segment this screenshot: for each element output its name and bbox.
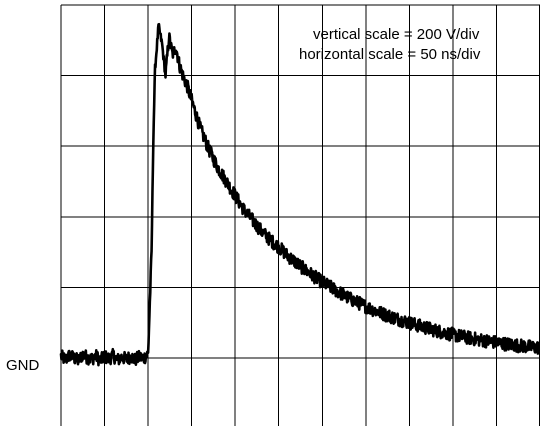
- ground-label: GND: [6, 357, 40, 374]
- waveform-trace: [59, 22, 540, 367]
- vertical-scale-annotation: vertical scale = 200 V/div: [313, 26, 480, 43]
- waveform-line: [59, 22, 540, 367]
- horizontal-scale-annotation: horizontal scale = 50 ns/div: [299, 46, 481, 63]
